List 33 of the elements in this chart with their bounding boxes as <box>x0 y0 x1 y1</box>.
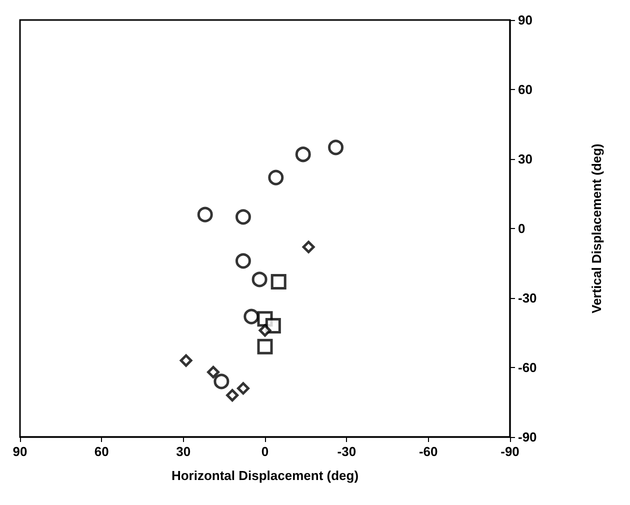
x-axis-title: Horizontal Displacement (deg) <box>171 468 359 483</box>
x-tick-label: -60 <box>418 444 438 459</box>
point <box>236 382 250 395</box>
x-tick-label: 90 <box>12 444 28 459</box>
x-tick-label: -90 <box>500 444 520 459</box>
point <box>328 140 344 156</box>
point <box>235 209 251 225</box>
point <box>252 272 268 288</box>
y-axis-title: Vertical Displacement (deg) <box>589 144 604 314</box>
point <box>207 366 220 378</box>
x-tick-label: 30 <box>176 444 191 459</box>
point <box>258 324 272 337</box>
point <box>295 146 311 162</box>
point <box>302 240 315 254</box>
y-tick-label: 0 <box>518 221 526 236</box>
x-tick-label: 0 <box>261 444 269 459</box>
point <box>257 338 273 354</box>
y-tick-label: -90 <box>518 430 537 444</box>
point <box>214 374 230 390</box>
y-tick-label: -60 <box>518 360 537 375</box>
x-tick-label: 60 <box>94 444 109 459</box>
point <box>197 206 213 222</box>
point <box>244 308 260 324</box>
point <box>180 354 192 367</box>
y-tick-label: 30 <box>518 152 532 166</box>
point <box>270 274 286 290</box>
point <box>235 253 251 269</box>
point <box>226 389 239 402</box>
point <box>268 170 284 186</box>
x-tick-label: -30 <box>337 444 356 459</box>
y-tick-label: -30 <box>518 290 537 306</box>
y-tick-label: 60 <box>518 82 532 97</box>
y-tick-label: 90 <box>518 12 532 28</box>
